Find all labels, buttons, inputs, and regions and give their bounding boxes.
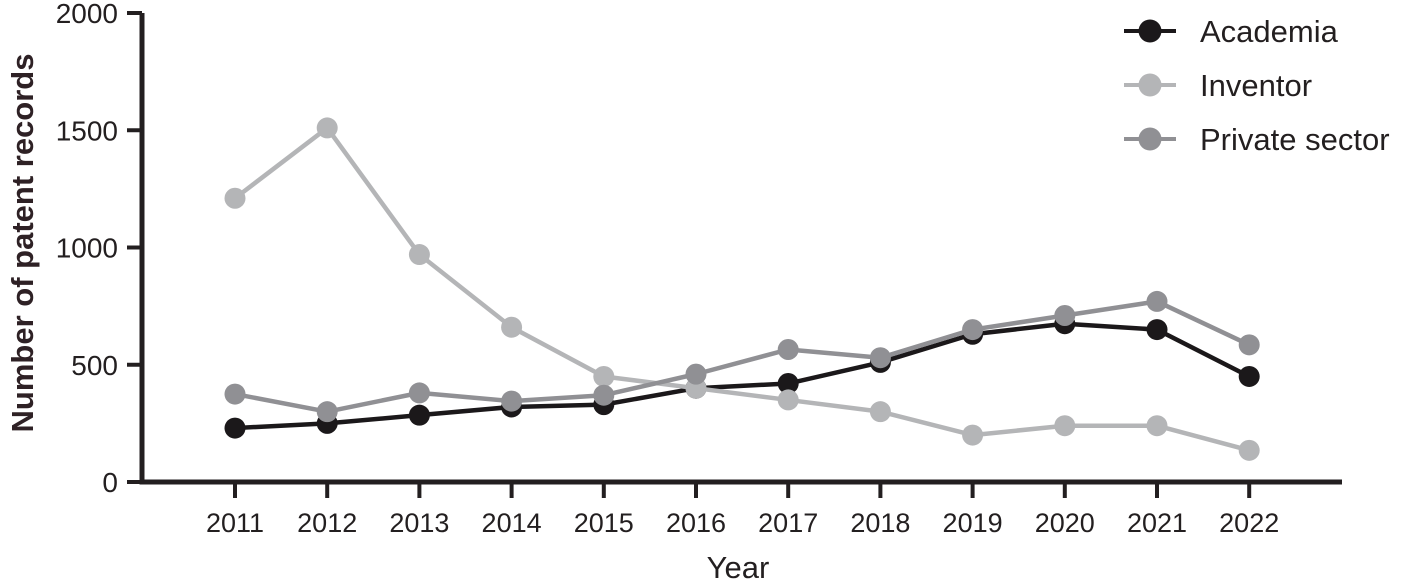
- x-tick-label: 2020: [1035, 508, 1095, 538]
- data-point-inventor: [408, 244, 430, 266]
- series-private-sector: [224, 290, 1260, 423]
- y-tick-label: 1000: [56, 233, 118, 264]
- x-tick-label: 2018: [850, 508, 910, 538]
- data-point-private-sector: [869, 347, 891, 369]
- series-line-inventor: [232, 125, 1252, 453]
- y-axis: 0 500 1000 1500 2000: [56, 0, 142, 498]
- data-point-academia: [408, 404, 430, 426]
- x-tick-label: 2021: [1127, 508, 1187, 538]
- x-tick-label: 2011: [206, 508, 264, 538]
- legend-dot-icon: [1138, 127, 1162, 151]
- legend-item-academia: Academia: [1124, 14, 1339, 49]
- legend-dot-icon: [1138, 19, 1162, 43]
- data-point-academia: [1238, 365, 1260, 387]
- x-tick-label: 2015: [574, 508, 634, 538]
- data-point-private-sector: [777, 339, 799, 361]
- data-point-inventor: [316, 117, 338, 139]
- series-line-private-sector: [232, 299, 1252, 414]
- series-line-academia: [232, 321, 1252, 431]
- data-point-inventor: [869, 401, 891, 423]
- data-point-academia: [777, 373, 799, 395]
- data-point-private-sector: [593, 384, 615, 406]
- x-axis: 2011 2012 2013 2014 2015 2016 2017 2018 2019 2020…: [206, 482, 1279, 538]
- y-axis-title: Number of patent records: [5, 54, 40, 433]
- data-point-inventor: [1238, 439, 1260, 461]
- data-point-private-sector: [408, 382, 430, 404]
- data-point-private-sector: [1238, 334, 1260, 356]
- x-tick-label: 2017: [758, 508, 818, 538]
- data-point-private-sector: [1054, 305, 1076, 327]
- legend-item-inventor: Inventor: [1124, 68, 1312, 103]
- data-point-private-sector: [501, 390, 523, 412]
- legend-label: Inventor: [1200, 68, 1312, 103]
- x-tick-label: 2012: [297, 508, 357, 538]
- y-tick-label: 0: [102, 467, 118, 498]
- x-tick-label: 2013: [389, 508, 449, 538]
- data-point-inventor: [224, 187, 246, 209]
- data-point-inventor: [593, 365, 615, 387]
- series-academia: [224, 313, 1260, 439]
- data-point-academia: [1146, 319, 1168, 341]
- data-point-private-sector: [685, 363, 707, 385]
- series-inventor: [224, 117, 1260, 461]
- data-point-private-sector: [316, 401, 338, 423]
- x-tick-label: 2022: [1219, 508, 1279, 538]
- y-tick-label: 500: [71, 350, 118, 381]
- legend-label: Private sector: [1200, 122, 1390, 157]
- data-point-academia: [224, 417, 246, 439]
- x-tick-label: 2014: [482, 508, 542, 538]
- data-point-private-sector: [1146, 290, 1168, 312]
- y-tick-label: 1500: [56, 115, 118, 146]
- data-point-inventor: [962, 424, 984, 446]
- x-tick-label: 2016: [666, 508, 726, 538]
- data-point-private-sector: [962, 319, 984, 341]
- data-point-private-sector: [224, 383, 246, 405]
- data-point-inventor: [1146, 415, 1168, 437]
- x-tick-label: 2019: [943, 508, 1003, 538]
- data-point-inventor: [501, 316, 523, 338]
- legend-dot-icon: [1138, 73, 1162, 97]
- legend: Academia Inventor Private sector: [1124, 14, 1390, 157]
- x-axis-title: Year: [707, 550, 770, 584]
- data-point-inventor: [777, 389, 799, 411]
- y-tick-label: 2000: [56, 0, 118, 29]
- legend-item-private-sector: Private sector: [1124, 122, 1390, 157]
- data-point-inventor: [1054, 415, 1076, 437]
- legend-label: Academia: [1200, 14, 1339, 49]
